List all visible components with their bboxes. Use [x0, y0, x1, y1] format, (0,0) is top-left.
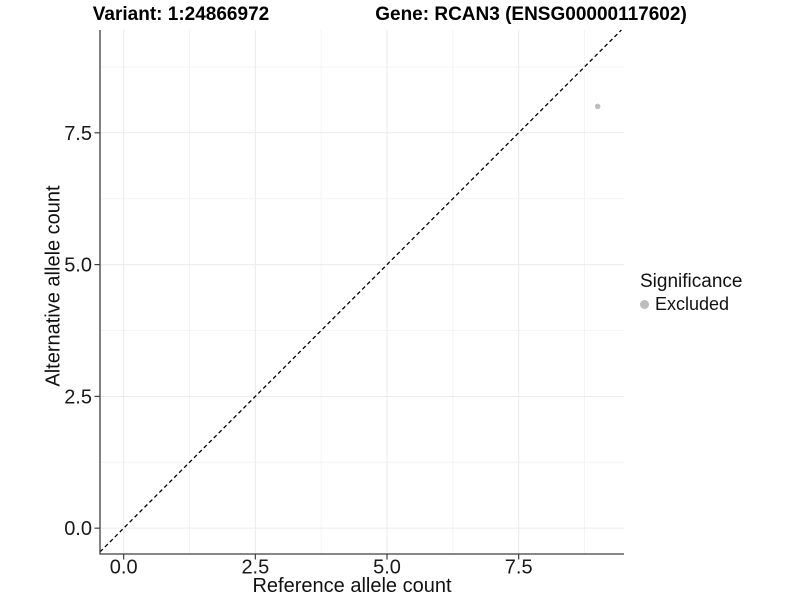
y-tick-label: 2.5	[64, 386, 92, 408]
x-tick-label: 7.5	[505, 557, 533, 579]
data-point	[594, 103, 601, 110]
gene-title: Gene: RCAN3 (ENSG00000117602)	[375, 4, 687, 25]
x-tick-label: 2.5	[241, 557, 269, 579]
x-tick-label: 0.0	[110, 557, 138, 579]
y-tick-label: 0.0	[64, 518, 92, 540]
legend-entry-label: Excluded	[655, 294, 730, 314]
identity-line	[99, 29, 622, 553]
x-axis-title: Reference allele count	[252, 575, 452, 597]
y-axis-title: Alternative allele count	[42, 185, 65, 387]
legend: Significance Excluded	[640, 271, 742, 315]
legend-title: Significance	[640, 271, 743, 292]
legend-point-icon	[640, 300, 649, 309]
x-tick-label: 5.0	[373, 557, 401, 579]
y-tick-label: 7.5	[64, 123, 92, 145]
y-tick-label: 5.0	[64, 255, 92, 277]
legend-entry: Excluded	[640, 294, 742, 315]
variant-title: Variant: 1:24866972	[92, 4, 270, 25]
